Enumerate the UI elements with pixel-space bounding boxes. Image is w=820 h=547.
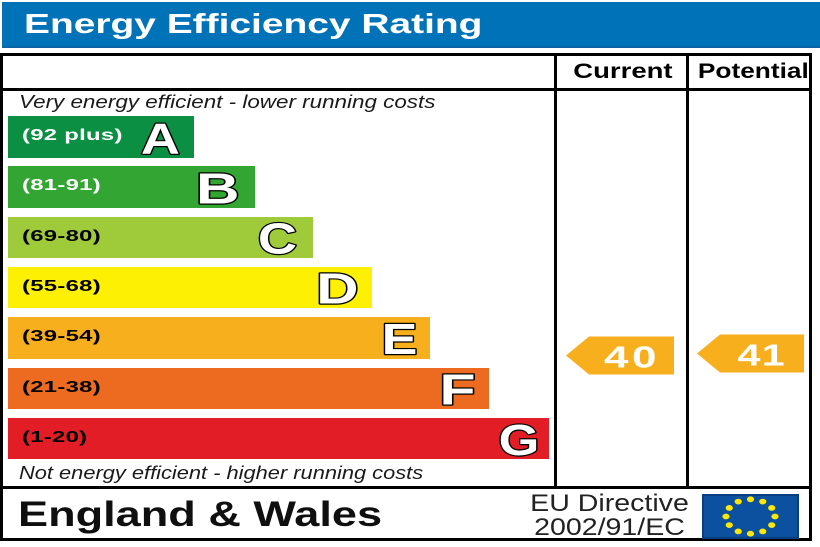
svg-text:B: B	[196, 164, 240, 213]
svg-text:41: 41	[738, 338, 787, 373]
svg-text:F: F	[439, 366, 475, 415]
svg-text:D: D	[316, 263, 358, 312]
svg-text:E: E	[382, 316, 418, 364]
svg-text:A: A	[141, 114, 180, 163]
svg-text:G: G	[499, 416, 540, 465]
svg-text:40: 40	[604, 341, 660, 375]
svg-text:C: C	[258, 214, 297, 263]
